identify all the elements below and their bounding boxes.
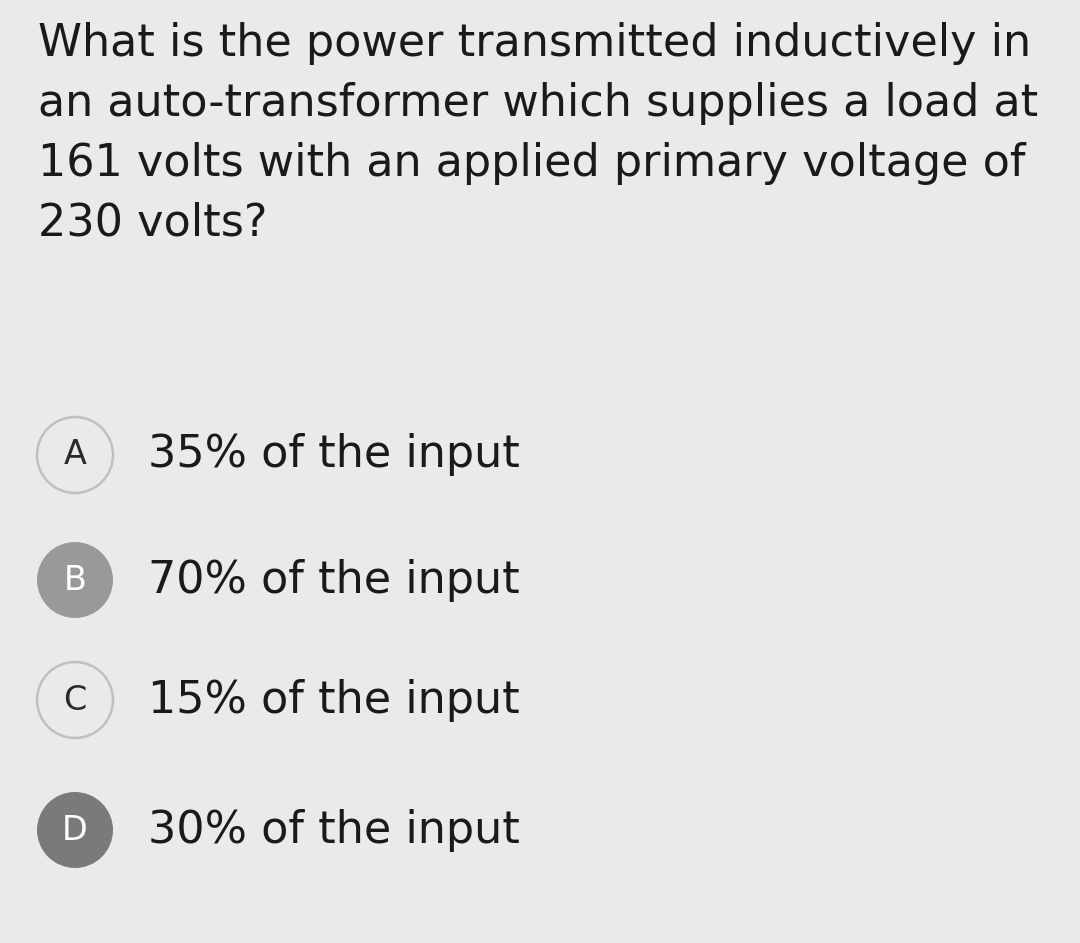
- Circle shape: [37, 662, 113, 738]
- Text: C: C: [64, 684, 86, 717]
- Text: 35% of the input: 35% of the input: [148, 434, 519, 476]
- Text: 70% of the input: 70% of the input: [148, 558, 519, 602]
- Text: What is the power transmitted inductively in
an auto-transformer which supplies : What is the power transmitted inductivel…: [38, 22, 1038, 245]
- Text: 15% of the input: 15% of the input: [148, 679, 519, 721]
- Text: A: A: [64, 438, 86, 472]
- Text: D: D: [63, 814, 87, 847]
- Text: B: B: [64, 564, 86, 597]
- Circle shape: [37, 792, 113, 868]
- Text: 30% of the input: 30% of the input: [148, 808, 519, 852]
- Circle shape: [37, 417, 113, 493]
- Circle shape: [37, 542, 113, 618]
